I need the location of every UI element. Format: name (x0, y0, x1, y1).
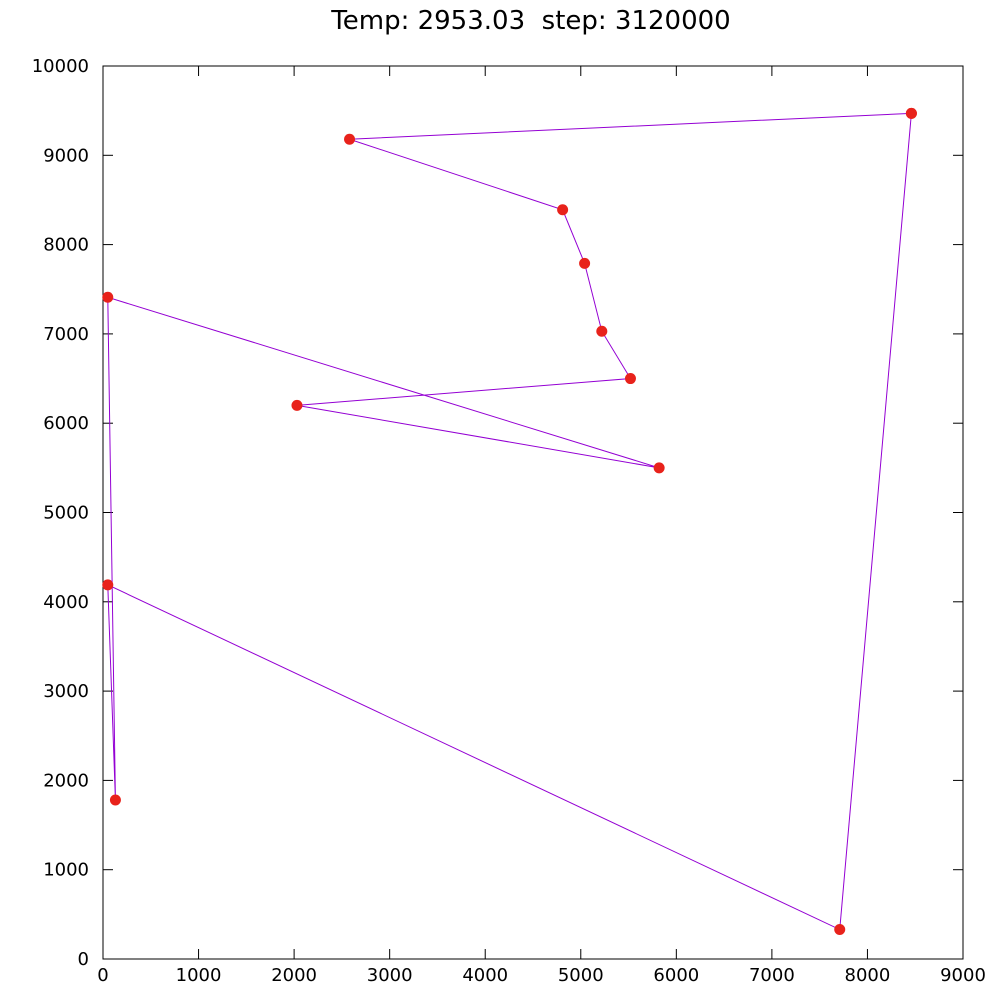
x-tick-label: 4000 (462, 965, 508, 986)
x-tick-label: 7000 (749, 965, 795, 986)
y-tick-label: 2000 (43, 770, 89, 791)
y-tick-label: 1000 (43, 860, 89, 881)
route-line (107, 112, 912, 931)
data-point (102, 579, 114, 591)
city-markers (102, 107, 917, 936)
x-tick-label: 0 (97, 965, 108, 986)
y-tick-label: 9000 (43, 145, 89, 166)
y-tick-label: 6000 (43, 413, 89, 434)
x-tick-label: 6000 (653, 965, 699, 986)
y-tick-label: 7000 (43, 324, 89, 345)
data-point (653, 462, 665, 474)
y-tick-label: 4000 (43, 592, 89, 613)
x-tick-label: 5000 (558, 965, 604, 986)
data-point (579, 257, 591, 269)
x-tick-label: 2000 (271, 965, 317, 986)
tick-labels: 0 1000 2000 3000 4000 5000 6000 7000 8000 9000 0 10… (32, 56, 986, 986)
data-point (102, 291, 114, 303)
axis-ticks (102, 65, 964, 960)
data-point (834, 924, 846, 936)
data-point (557, 204, 569, 216)
y-tick-label: 0 (78, 949, 89, 970)
x-tick-label: 3000 (367, 965, 413, 986)
x-tick-label: 1000 (176, 965, 222, 986)
x-tick-label: 9000 (940, 965, 986, 986)
y-tick-label: 5000 (43, 503, 89, 524)
data-point (905, 107, 917, 119)
y-tick-label: 10000 (32, 56, 89, 77)
chart-title: Temp: 2953.03 step: 3120000 (331, 6, 731, 36)
data-point (596, 325, 608, 337)
y-tick-label: 8000 (43, 235, 89, 256)
data-point (109, 794, 121, 806)
data-point (344, 133, 356, 145)
data-point (624, 373, 636, 385)
x-tick-label: 8000 (845, 965, 891, 986)
data-point (291, 399, 303, 411)
y-tick-label: 3000 (43, 681, 89, 702)
